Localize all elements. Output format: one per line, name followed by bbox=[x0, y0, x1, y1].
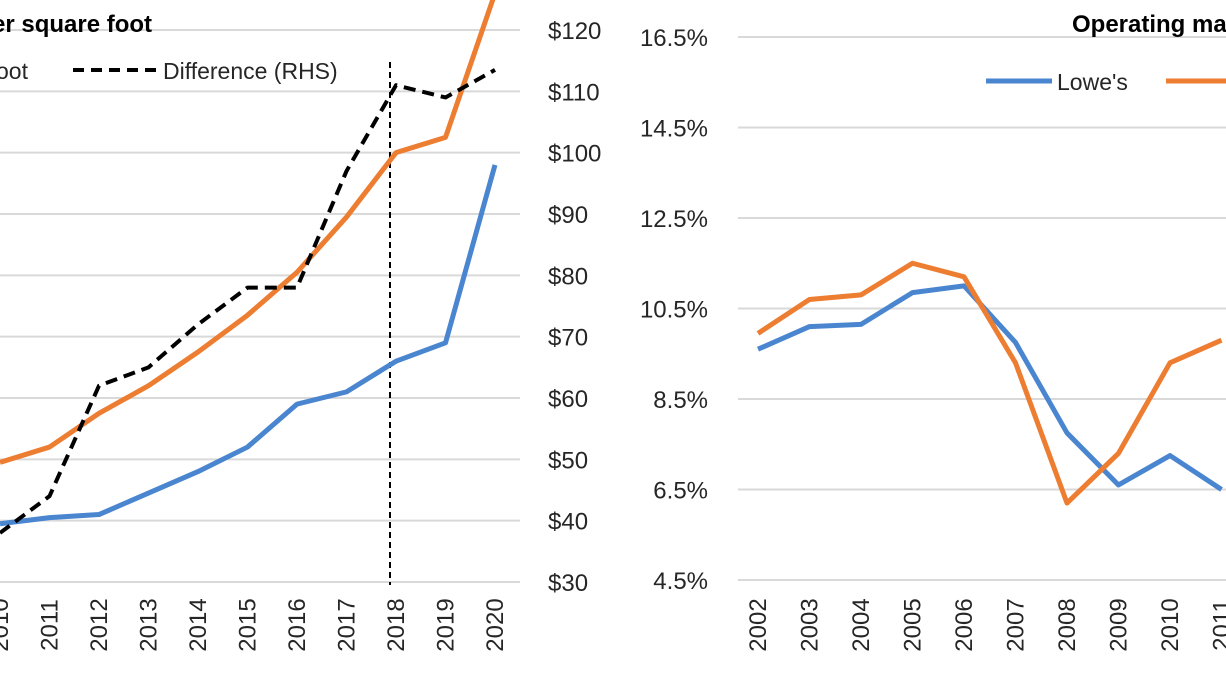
right-y-tick-label: 6.5% bbox=[653, 478, 708, 505]
right-y-tick-label: 4.5% bbox=[653, 568, 708, 595]
right-y-tick-label: 16.5% bbox=[640, 25, 708, 52]
left-right-axis-tick-label: $90 bbox=[548, 202, 588, 229]
left-legend: oot Difference (RHS) bbox=[0, 58, 338, 84]
left-right-axis-tick-label: $120 bbox=[548, 18, 601, 45]
left-x-tick-label: 2011 bbox=[37, 599, 64, 651]
left-right-axis-tick-label: $50 bbox=[548, 447, 588, 474]
right-x-tick-label: 2007 bbox=[1003, 598, 1030, 651]
left-x-tick-label: 2015 bbox=[235, 598, 262, 651]
left-series-line-1 bbox=[0, 164, 498, 527]
right-series bbox=[756, 260, 1223, 506]
left-x-tick-label: 2019 bbox=[433, 598, 460, 651]
left-right-axis-tick-label: $60 bbox=[548, 386, 588, 413]
left-right-axis-tick-label: $30 bbox=[548, 570, 588, 597]
right-legend-label-lowes: Lowe's bbox=[1057, 69, 1128, 95]
left-x-tick-label: 2017 bbox=[334, 598, 361, 651]
right-y-tick-label: 8.5% bbox=[653, 387, 708, 414]
right-chart: Operating ma Lowe's 16.5% 14.5% 12.5% 10.5%… bbox=[640, 11, 1226, 652]
right-x-tick-label: 2006 bbox=[951, 598, 978, 651]
left-x-tick-label: 2012 bbox=[86, 598, 113, 651]
left-right-axis-tick-label: $100 bbox=[548, 141, 601, 168]
left-right-axis-tick-label: $70 bbox=[548, 325, 588, 352]
right-chart-title: Operating ma bbox=[1072, 11, 1226, 38]
left-x-tick-label: 2018 bbox=[383, 598, 410, 651]
right-x-tick-label: 2009 bbox=[1106, 598, 1133, 651]
right-series-line-0 bbox=[756, 283, 1223, 492]
right-x-tick-label: 2010 bbox=[1157, 598, 1184, 651]
right-x-tick-label: 2002 bbox=[745, 598, 772, 651]
left-legend-label-difference: Difference (RHS) bbox=[163, 58, 338, 84]
right-x-axis-ticks: 2002 2003 2004 2005 2006 2007 2008 2009 2010 2011 bbox=[745, 598, 1226, 651]
left-x-tick-label: 2010 bbox=[0, 598, 14, 651]
right-x-tick-label: 2004 bbox=[848, 598, 875, 651]
left-right-axis-tick-label: $40 bbox=[548, 509, 588, 536]
right-x-tick-label: 2005 bbox=[900, 598, 927, 651]
left-chart-title: er square foot bbox=[0, 11, 152, 38]
right-y-axis-ticks: 16.5% 14.5% 12.5% 10.5% 8.5% 6.5% 4.5% bbox=[640, 25, 708, 595]
right-x-tick-label: 2003 bbox=[797, 598, 824, 651]
right-legend: Lowe's bbox=[986, 69, 1226, 95]
left-x-tick-label: 2020 bbox=[482, 598, 509, 651]
left-x-tick-label: 2014 bbox=[185, 598, 212, 651]
right-y-tick-label: 10.5% bbox=[640, 297, 708, 324]
left-gridlines bbox=[0, 29, 520, 583]
left-chart: er square foot oot Difference (RHS) $120… bbox=[0, 0, 601, 652]
right-x-tick-label: 2011 bbox=[1209, 599, 1226, 651]
left-right-axis-ticks: $120 $110 $100 $90 $80 $70 $60 $50 $40 $30 bbox=[548, 18, 601, 597]
left-legend-label-orange: oot bbox=[0, 58, 29, 84]
left-x-tick-label: 2013 bbox=[136, 598, 163, 651]
right-y-tick-label: 12.5% bbox=[640, 206, 708, 233]
left-series bbox=[0, 0, 498, 535]
left-right-axis-tick-label: $110 bbox=[548, 79, 600, 106]
right-series-line-1 bbox=[756, 260, 1223, 506]
left-series-line-2 bbox=[0, 68, 496, 535]
left-x-tick-label: 2016 bbox=[284, 598, 311, 651]
right-x-tick-label: 2008 bbox=[1054, 598, 1081, 651]
left-right-axis-tick-label: $80 bbox=[548, 263, 588, 290]
right-y-tick-label: 14.5% bbox=[640, 116, 708, 143]
left-x-axis-ticks: 2010 2011 2012 2013 2014 2015 2016 2017 2018 2019… bbox=[0, 598, 509, 651]
